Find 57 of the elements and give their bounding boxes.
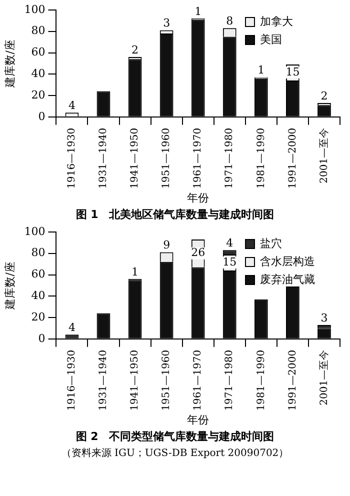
x-tick-label: 1931—1940: [98, 350, 110, 411]
y-tick-label: 60: [31, 268, 46, 281]
y-tick-label: 20: [31, 310, 46, 324]
x-tick-label: 1971—1980: [224, 128, 236, 189]
x-tick-label: 1991—2000: [287, 350, 298, 411]
y-axis-title: 建库数/座: [3, 262, 16, 310]
y-tick-label: 40: [31, 67, 46, 80]
y-tick-label: 0: [38, 110, 46, 123]
legend-label: 废弃油气藏: [260, 272, 315, 287]
data-label: 4: [226, 236, 234, 250]
y-tick-label: 100: [24, 2, 46, 16]
data-label: 3: [163, 16, 170, 30]
text: 图 1 北美地区储气库数量与建成时间图: [74, 207, 276, 222]
x-tick-label: 2001—至今: [318, 128, 330, 184]
data-label: 1: [132, 265, 139, 278]
x-tick-label: 1951—1960: [161, 350, 172, 411]
x-tick-label: 1961—1970: [192, 128, 204, 189]
y-tick-label: 80: [31, 246, 46, 260]
x-tick-label: 1991—2000: [287, 128, 298, 189]
data-label: 2: [132, 43, 139, 56]
data-label: 26: [191, 246, 206, 260]
x-tick-label: 1961—1970: [192, 350, 204, 411]
data-label: 8: [226, 14, 234, 28]
x-tick-label: 1971—1980: [224, 350, 236, 411]
y-tick-label: 60: [31, 46, 46, 59]
text: 图 2 不同类型储气库数量与建成时间图: [74, 429, 276, 444]
y-tick-label: 20: [31, 88, 46, 102]
data-label: 2: [320, 89, 328, 102]
y-tick-label: 0: [38, 332, 46, 345]
x-tick-label: 1981—1990: [256, 350, 267, 411]
x-tick-label: 1941—1950: [130, 350, 141, 411]
y-tick-label: 40: [31, 289, 46, 302]
legend-label: 含水层构造: [260, 254, 315, 269]
x-tick-label: 1981—1990: [256, 128, 267, 189]
y-tick-label: 100: [24, 224, 46, 238]
text: （资料来源 IGU；UGS-DB Export 20090702）: [60, 446, 290, 460]
data-label: 3: [320, 311, 328, 324]
x-tick-label: 1951—1960: [161, 128, 172, 189]
x-axis-title: 年份: [187, 413, 210, 426]
legend-label: 美国: [260, 32, 282, 47]
legend-label: 加拿大: [260, 14, 293, 29]
y-axis-title: 建库数/座: [3, 40, 16, 88]
data-label: 4: [68, 98, 76, 112]
data-label: 15: [222, 255, 237, 268]
data-label: 1: [194, 4, 202, 18]
x-tick-label: 1916—1930: [66, 128, 78, 189]
y-tick-label: 80: [31, 24, 46, 38]
data-label: 1: [258, 64, 265, 77]
x-tick-label: 1931—1940: [98, 128, 110, 189]
data-label: 4: [68, 320, 76, 334]
data-label: 15: [286, 65, 300, 78]
x-tick-label: 2001—至今: [318, 350, 330, 406]
x-axis-title: 年份: [187, 191, 210, 204]
x-tick-label: 1916—1930: [66, 350, 78, 411]
legend-label: 盐穴: [260, 236, 282, 251]
data-label: 9: [163, 238, 170, 252]
x-tick-label: 1941—1950: [130, 128, 141, 189]
